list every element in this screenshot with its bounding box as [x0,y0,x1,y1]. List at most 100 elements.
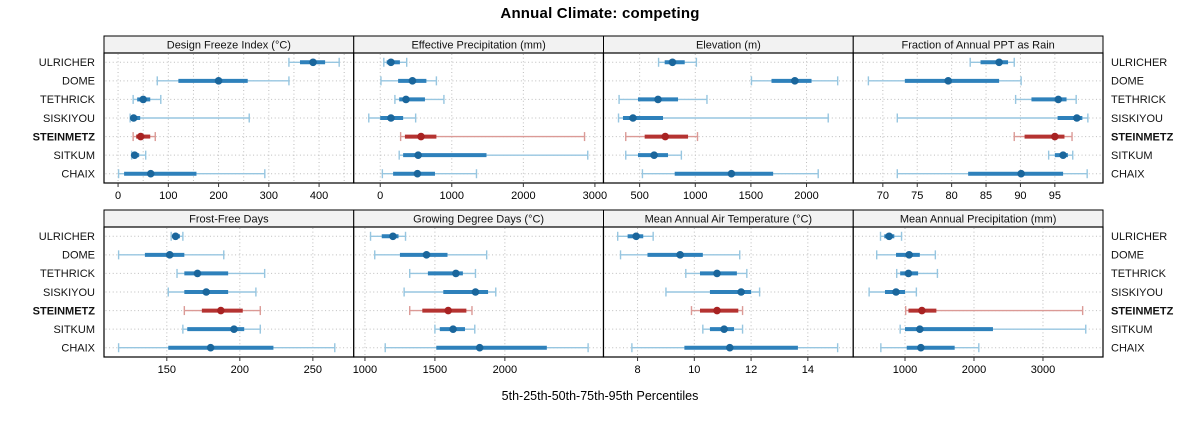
median-dot [202,288,211,296]
median-dot [230,325,238,333]
site-label-left-dome: DOME [62,76,95,88]
median-dot [995,58,1003,67]
median-dot [944,77,952,85]
median-dot [650,151,658,159]
median-dot [146,169,155,178]
axis-tick-label: 80 [946,190,958,202]
site-label-left-tethrick: TETHRICK [40,94,96,106]
axis-tick-label: 12 [745,364,757,376]
median-dot [413,169,422,178]
median-dot [387,58,395,67]
median-dot [676,251,684,259]
axis-tick-label: 200 [209,190,227,202]
axis-tick-label: 2000 [493,364,517,376]
axis-tick-label: 200 [231,364,249,376]
axis-tick-label: 3000 [583,190,607,202]
median-dot [389,232,397,241]
median-dot [130,151,139,159]
median-dot [217,306,225,315]
chart-title: Annual Climate: competing [500,5,700,22]
median-dot [918,306,926,315]
median-dot [471,288,480,296]
strip-title-mean-annual-air-temperature: Mean Annual Air Temperature (°C) [645,214,812,226]
median-dot [713,269,721,278]
axis-tick-label: 3000 [1031,364,1055,376]
axis-tick-label: 2000 [962,364,986,376]
panel-border [852,226,1104,358]
axis-tick-label: 1000 [353,364,377,376]
axis-tick-label: 1000 [683,190,707,202]
median-dot [422,251,431,259]
strip-title-elevation: Elevation (m) [696,40,761,52]
median-dot [713,306,721,315]
median-dot [417,132,425,141]
axis-tick-label: 1000 [893,364,917,376]
site-label-right-tethrick: TETHRICK [1111,94,1167,106]
axis-tick-label: 85 [980,190,992,202]
site-label-right-tethrick: TETHRICK [1111,268,1167,280]
site-label-left-siskiyou: SISKIYOU [43,113,95,125]
site-label-right-dome: DOME [1111,250,1144,262]
strip-title-effective-precipitation: Effective Precipitation (mm) [411,40,545,52]
median-dot [737,288,745,296]
strip-title-growing-degree-days: Growing Degree Days (°C) [413,214,544,226]
axis-tick-label: 1500 [423,364,447,376]
site-label-right-chaix: CHAIX [1111,169,1145,181]
median-dot [206,343,215,352]
median-dot [904,269,913,278]
median-dot [414,151,422,159]
site-label-right-ulricher: ULRICHER [1111,57,1167,69]
axis-tick-label: 14 [802,364,814,376]
site-label-right-ulricher: ULRICHER [1111,231,1167,243]
median-dot [475,343,484,352]
median-dot [892,288,900,296]
median-dot [309,58,317,67]
median-dot [1017,169,1025,178]
site-label-left-chaix: CHAIX [61,343,95,355]
site-label-right-steinmetz: STEINMETZ [1111,305,1174,317]
median-dot [632,232,640,241]
median-dot [1051,132,1059,141]
median-dot [139,95,147,104]
site-label-left-sitkum: SITKUM [53,324,95,336]
strip-title-frost-free-days: Frost-Free Days [189,214,269,226]
site-label-left-tethrick: TETHRICK [40,268,96,280]
site-label-left-ulricher: ULRICHER [39,57,95,69]
strip-title-fraction-annual-ppt-as-rain: Fraction of Annual PPT as Rain [901,40,1054,52]
median-dot [136,132,145,141]
site-label-left-siskiyou: SISKIYOU [43,287,95,299]
median-dot [129,114,138,122]
axis-tick-label: 75 [911,190,923,202]
axis-tick-label: 8 [634,364,640,376]
axis-tick-label: 70 [877,190,889,202]
site-label-right-chaix: CHAIX [1111,343,1145,355]
axis-tick-label: 2000 [794,190,818,202]
site-label-left-chaix: CHAIX [61,169,95,181]
site-label-left-steinmetz: STEINMETZ [33,131,96,143]
median-dot [720,325,728,333]
median-dot [1054,95,1063,104]
median-dot [444,306,452,315]
median-dot [1059,151,1067,159]
median-dot [916,325,924,333]
axis-tick-label: 1500 [739,190,763,202]
panel-border [852,52,1104,184]
axis-tick-label: 0 [377,190,383,202]
site-label-right-dome: DOME [1111,76,1144,88]
axis-tick-label: 0 [115,190,121,202]
axis-tick-label: 150 [158,364,176,376]
median-dot [661,132,670,141]
axis-tick-label: 500 [630,190,648,202]
axis-tick-label: 250 [304,364,322,376]
x-axis-label: 5th-25th-50th-75th-95th Percentiles [501,389,699,403]
median-dot [165,251,174,259]
median-dot [791,77,799,85]
site-label-left-sitkum: SITKUM [53,150,95,162]
median-dot [214,77,223,85]
site-label-right-sitkum: SITKUM [1111,324,1153,336]
median-dot [193,269,202,278]
median-dot [402,95,410,104]
median-dot [905,251,913,259]
